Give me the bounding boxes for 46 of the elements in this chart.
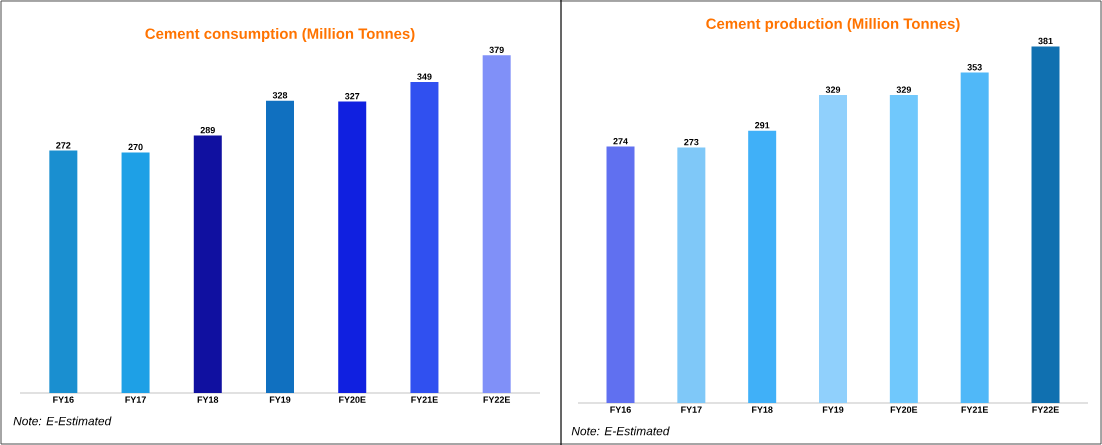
data-label: 289: [200, 126, 215, 134]
data-label: 291: [755, 122, 770, 129]
x-tick-label: FY19: [269, 396, 291, 403]
bar: [482, 55, 511, 393]
bar: [266, 100, 294, 393]
x-tick-label: FY17: [681, 406, 702, 413]
text: Note: E-Estimated: [571, 426, 670, 436]
data-label: 272: [56, 142, 71, 149]
bar: [338, 101, 367, 393]
bar: [960, 72, 989, 403]
data-label: 353: [967, 64, 982, 71]
x-tick-label: FY18: [752, 406, 773, 413]
x-tick-label: FY21E: [961, 406, 989, 413]
data-label: 329: [896, 86, 911, 93]
data-label: 270: [128, 143, 143, 151]
data-label: 379: [489, 46, 504, 54]
data-label: 274: [613, 138, 628, 145]
bar: [748, 130, 777, 403]
x-tick-label: FY16: [53, 396, 74, 403]
bar: [819, 95, 848, 403]
data-label: 329: [825, 86, 841, 93]
x-tick-label: FY22E: [1032, 406, 1059, 413]
bar: [606, 146, 635, 403]
data-label: 381: [1038, 37, 1053, 45]
data-label: 328: [272, 92, 288, 99]
bar: [1031, 46, 1060, 403]
data-label: 349: [417, 73, 432, 80]
x-tick-label: FY20E: [339, 396, 366, 403]
x-tick-label: FY21E: [411, 396, 438, 403]
chart-title: Cement consumption (Million Tonnes): [145, 28, 415, 42]
x-tick-label: FY19: [822, 406, 844, 413]
x-tick-label: FY16: [610, 406, 631, 413]
text: Note: E-Estimated: [13, 416, 112, 426]
x-tick-label: FY17: [125, 396, 146, 403]
data-label: 327: [344, 93, 360, 100]
bar: [49, 150, 78, 393]
bar: [677, 147, 706, 403]
bar: [889, 95, 918, 403]
chart-title: Cement production (Million Tonnes): [706, 18, 960, 32]
bar: [121, 152, 150, 393]
x-tick-label: FY20E: [890, 406, 918, 413]
x-tick-label: FY18: [197, 396, 219, 403]
x-tick-label: FY22E: [483, 396, 511, 403]
bar: [193, 135, 222, 393]
bar: [410, 81, 439, 393]
data-label: 273: [684, 138, 699, 146]
